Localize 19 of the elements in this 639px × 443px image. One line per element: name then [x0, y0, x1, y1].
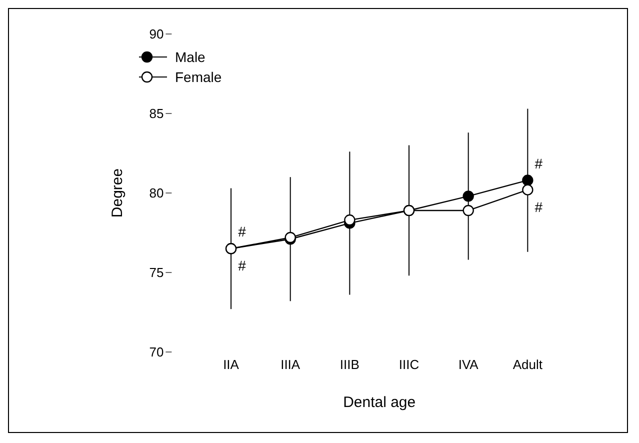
annotation: # — [238, 224, 246, 240]
y-tick-label: 80 — [149, 186, 164, 201]
y-tick-label: 85 — [149, 106, 164, 122]
x-tick-label: Adult — [512, 357, 543, 372]
x-tick-label: IIIC — [398, 357, 420, 372]
x-tick-label: IVA — [458, 357, 479, 372]
x-tick-label: IIA — [223, 357, 240, 372]
x-axis-title: Dental age — [343, 394, 416, 411]
x-tick-label: IIIA — [280, 357, 300, 372]
annotation: # — [534, 155, 543, 172]
x-tick-label: IIIB — [340, 357, 360, 372]
legend-label: Female — [175, 69, 222, 85]
annotation: # — [534, 198, 543, 215]
annotation: # — [238, 258, 246, 274]
y-axis-title: Degree — [109, 168, 126, 218]
y-tick-label: 90 — [149, 26, 164, 42]
legend-label: Male — [175, 49, 206, 65]
y-tick-label: 75 — [149, 265, 164, 280]
y-tick-label: 70 — [149, 344, 164, 360]
